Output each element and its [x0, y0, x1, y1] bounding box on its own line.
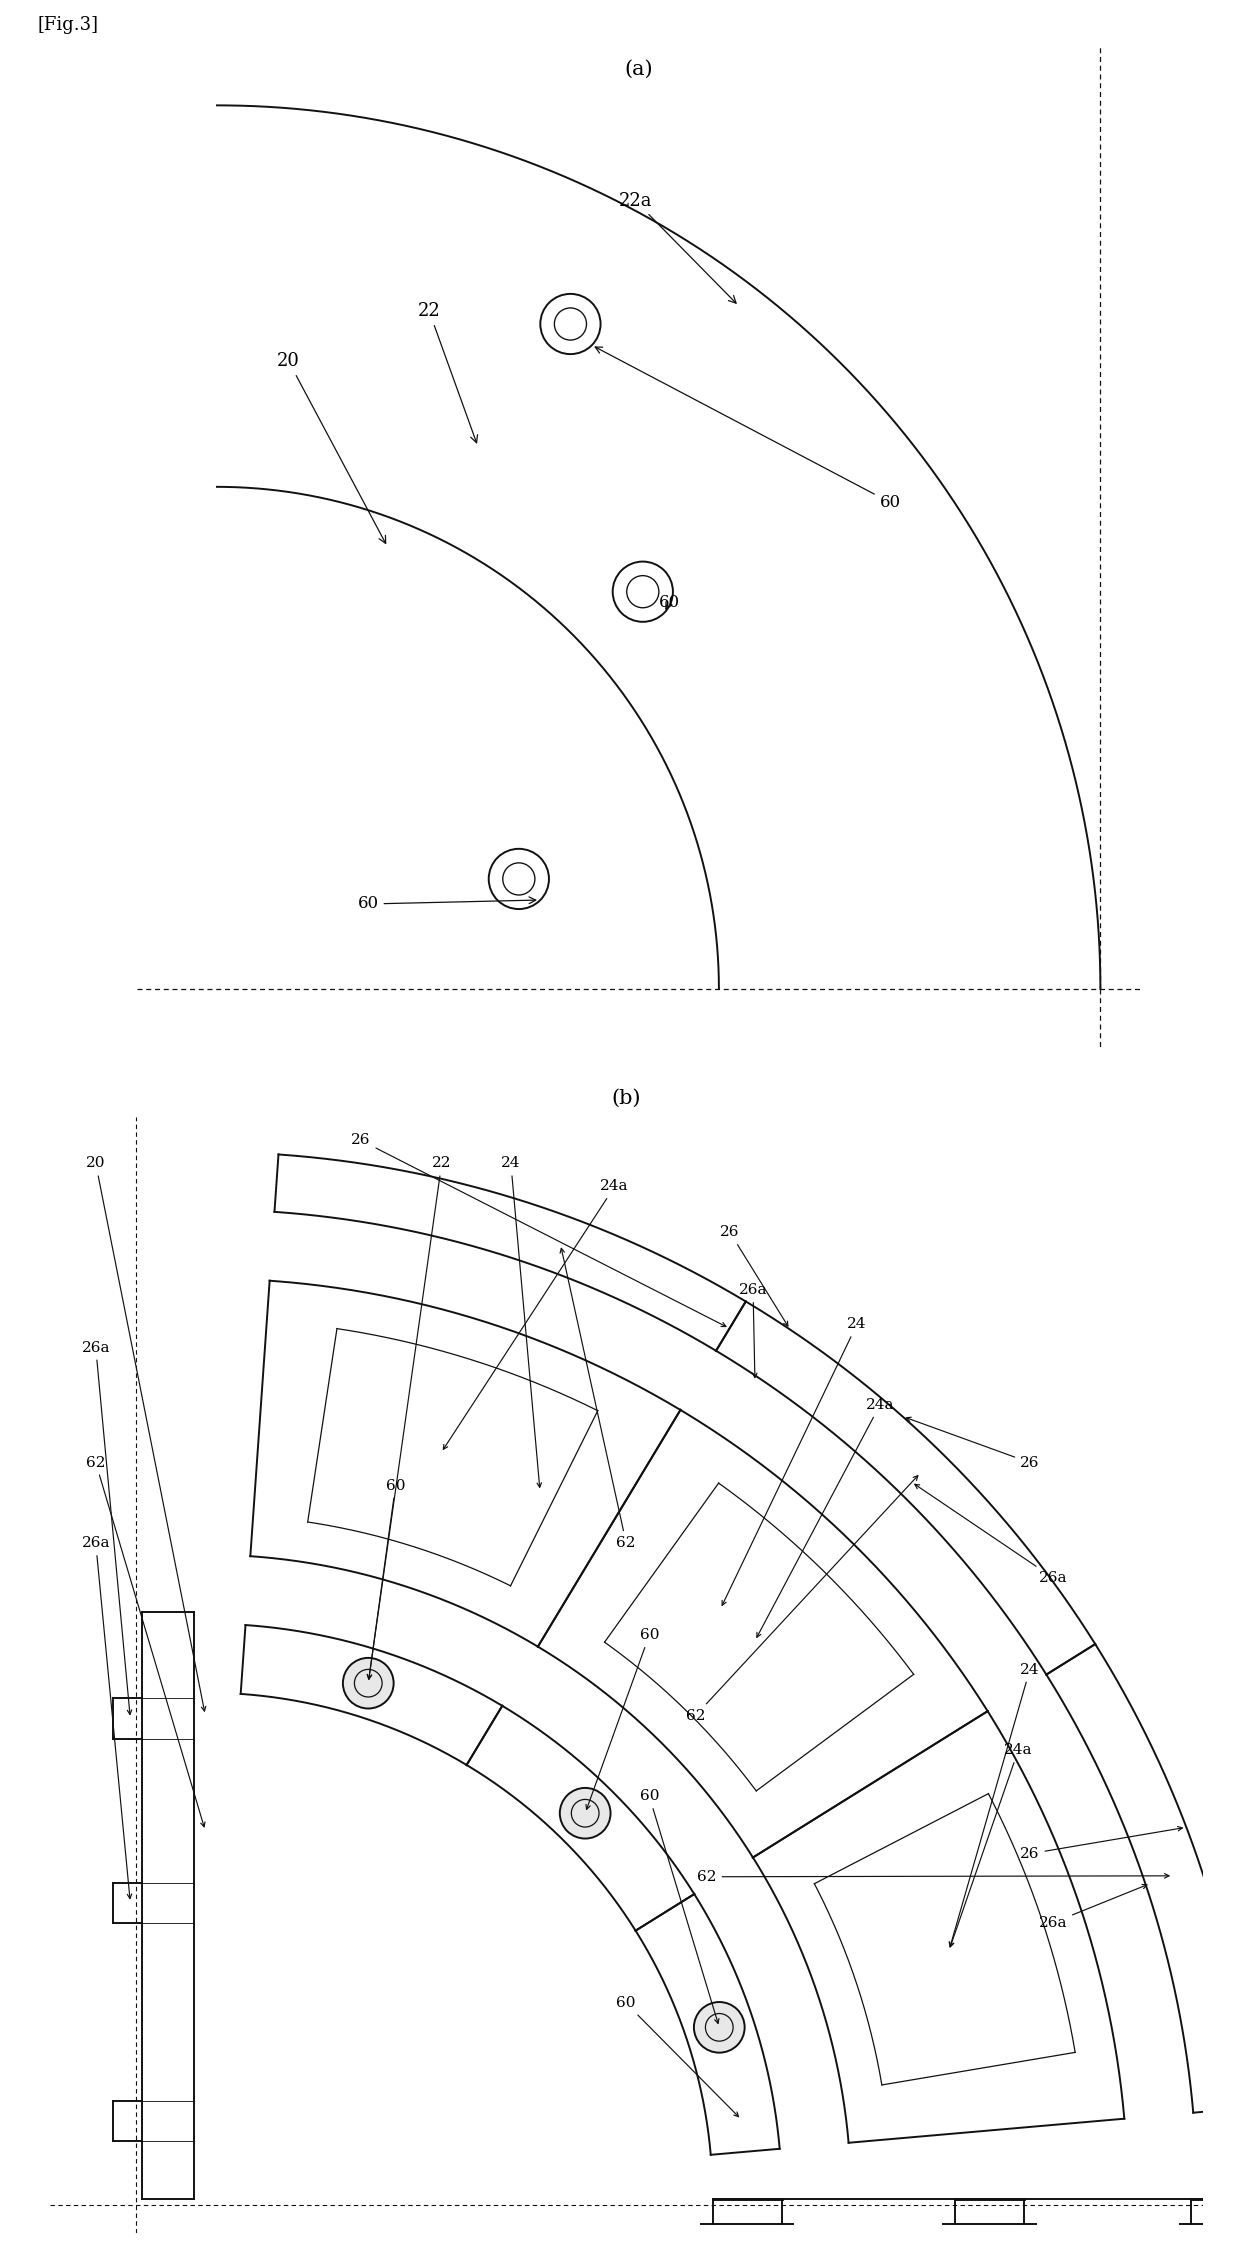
Text: 22: 22 [367, 1157, 451, 1678]
Text: 26a: 26a [82, 1340, 131, 1715]
Text: 60: 60 [357, 896, 536, 911]
Text: 26: 26 [1021, 1827, 1182, 1861]
Circle shape [343, 1658, 393, 1708]
Text: 26: 26 [720, 1225, 787, 1327]
Text: 62: 62 [86, 1455, 205, 1827]
Circle shape [694, 2001, 745, 2053]
Text: 60: 60 [658, 593, 680, 611]
Text: 24a: 24a [950, 1744, 1033, 1947]
Text: 60: 60 [367, 1478, 405, 1678]
Text: 22: 22 [418, 302, 477, 442]
Text: 24a: 24a [444, 1180, 629, 1448]
Text: (b): (b) [611, 1090, 641, 1108]
Circle shape [559, 1789, 610, 1839]
Text: 60: 60 [616, 1997, 739, 2116]
Text: 20: 20 [278, 352, 386, 544]
Text: 22a: 22a [619, 192, 737, 302]
Text: (a): (a) [624, 61, 653, 79]
Text: [Fig.3]: [Fig.3] [37, 16, 98, 34]
Text: 62: 62 [686, 1475, 918, 1724]
Text: 62: 62 [697, 1870, 1169, 1884]
Text: 26a: 26a [1039, 1884, 1147, 1929]
Text: 24: 24 [501, 1157, 542, 1487]
Text: 60: 60 [640, 1789, 719, 2024]
Text: 62: 62 [560, 1248, 636, 1550]
Text: 20: 20 [86, 1157, 206, 1710]
Text: 26a: 26a [915, 1484, 1068, 1584]
Text: 26: 26 [351, 1133, 725, 1327]
Text: 26a: 26a [82, 1536, 131, 1900]
Text: 26a: 26a [739, 1284, 768, 1378]
Text: 24a: 24a [756, 1399, 894, 1638]
Text: 24: 24 [722, 1318, 867, 1606]
Text: 60: 60 [587, 1629, 658, 1809]
Text: 60: 60 [595, 347, 900, 510]
Text: 26: 26 [906, 1417, 1039, 1469]
Text: 24: 24 [949, 1663, 1039, 1947]
